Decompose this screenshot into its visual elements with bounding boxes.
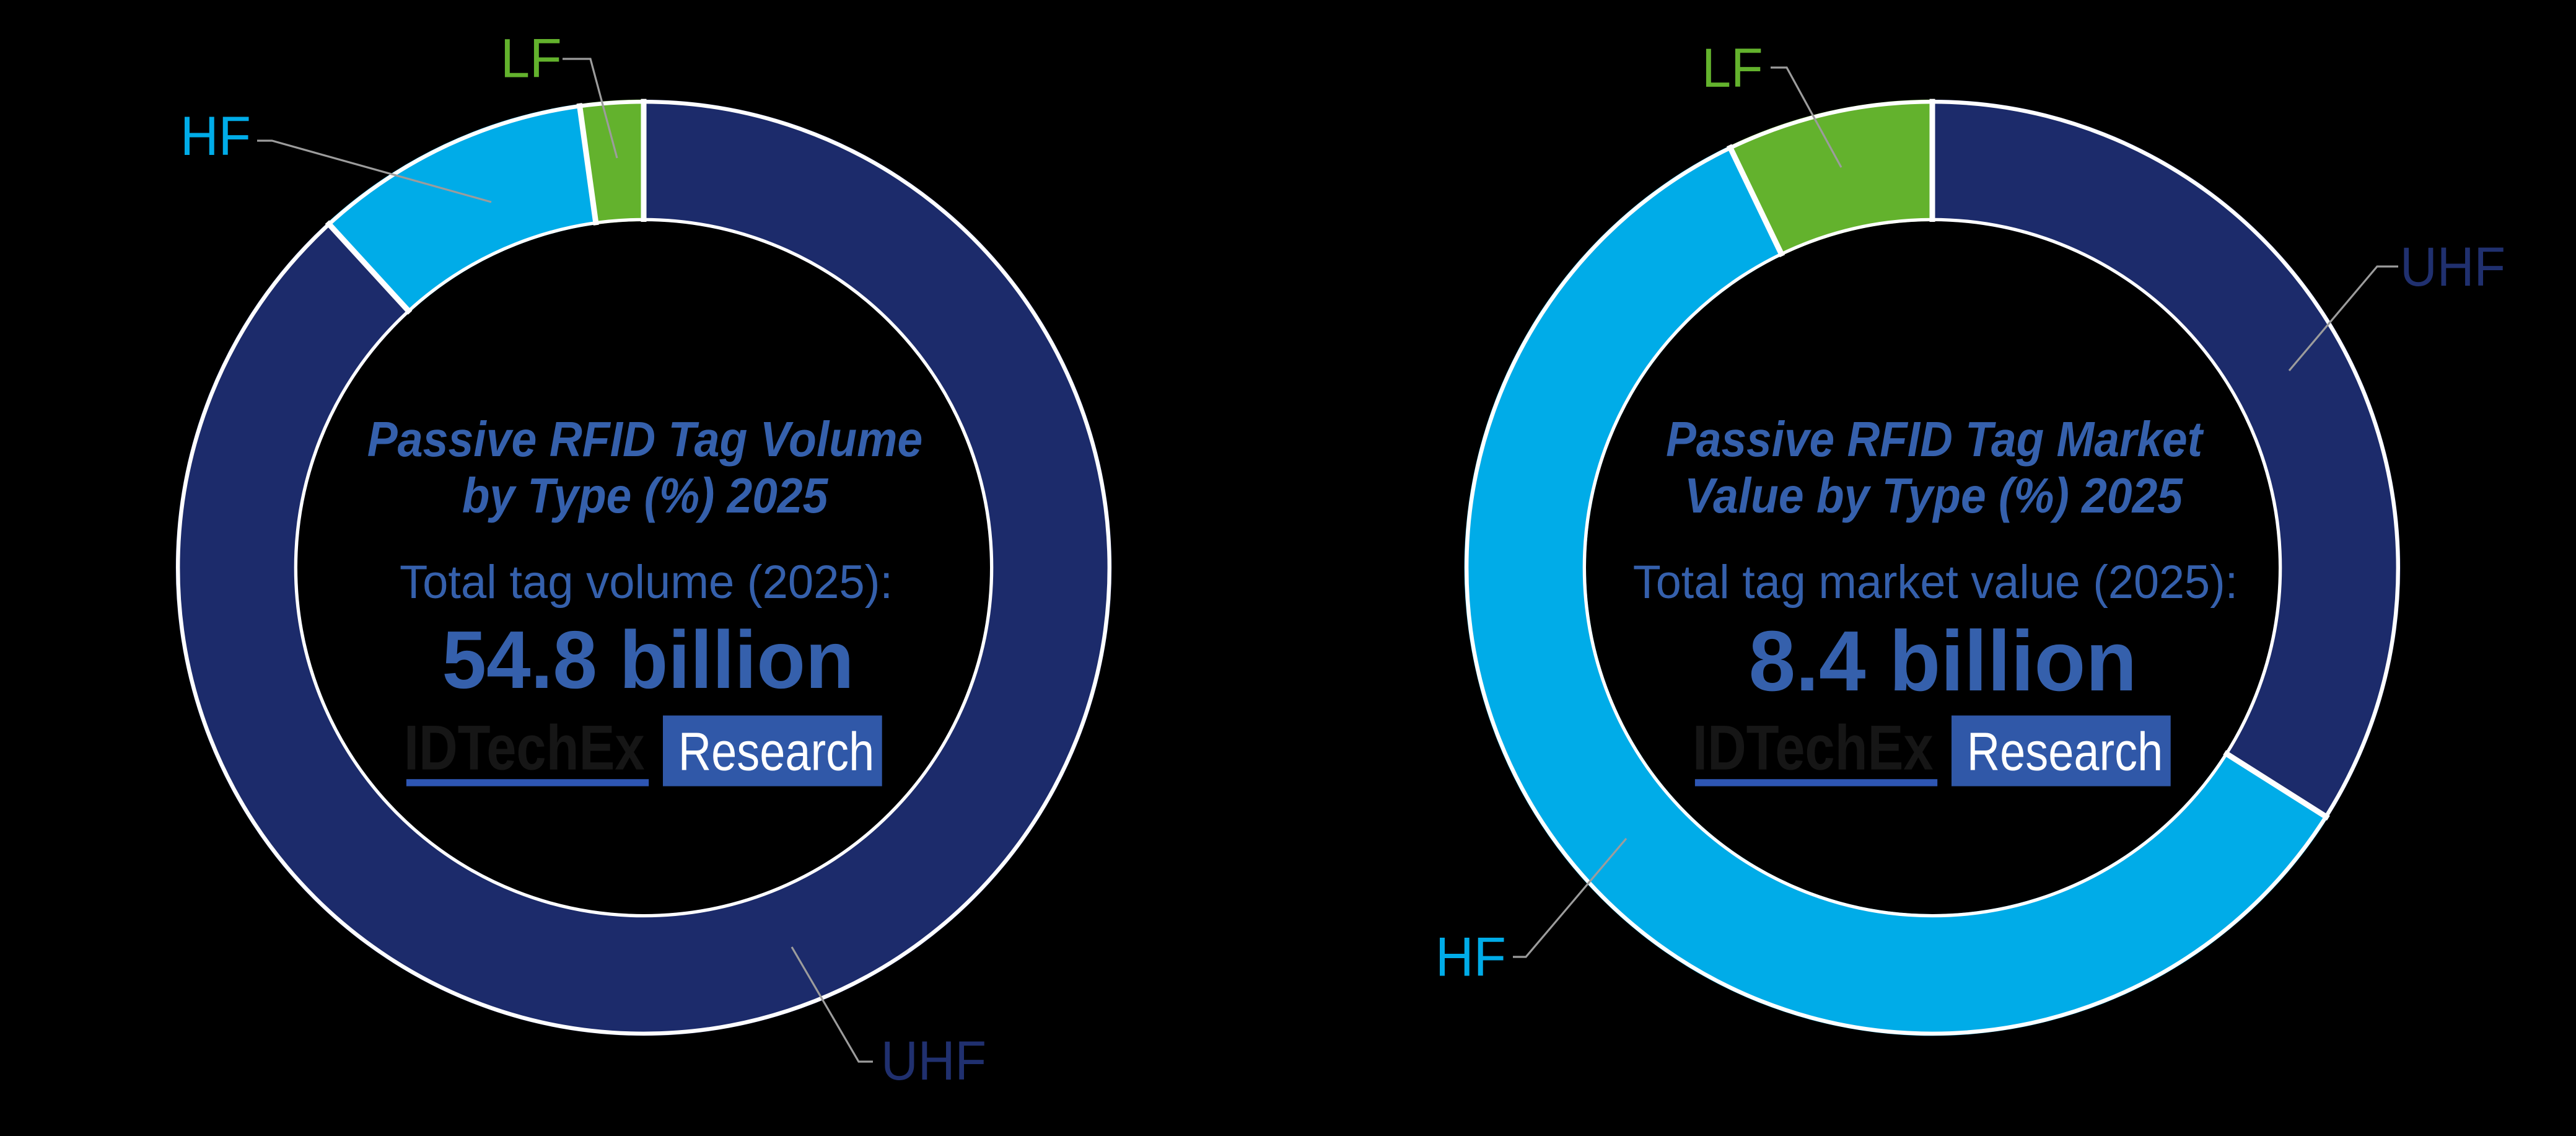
svg-text:Total tag market value (2025):: Total tag market value (2025): [1633,555,2238,608]
svg-text:Total tag volume (2025):: Total tag volume (2025): [400,555,893,608]
svg-text:Value by Type (%) 2025: Value by Type (%) 2025 [1684,469,2183,524]
svg-text:by Type (%) 2025: by Type (%) 2025 [462,469,829,524]
svg-text:UHF: UHF [2400,236,2505,297]
svg-text:Passive RFID Tag Market: Passive RFID Tag Market [1666,412,2204,467]
svg-text:IDTechEx: IDTechEx [1693,713,1934,783]
svg-text:LF: LF [501,28,562,89]
svg-text:8.4 billion: 8.4 billion [1749,614,2137,709]
svg-text:Research: Research [678,722,874,782]
svg-text:LF: LF [1702,37,1763,99]
svg-text:HF: HF [1435,927,1506,988]
svg-text:Research: Research [1967,722,2163,782]
svg-text:IDTechEx: IDTechEx [404,713,645,783]
svg-text:HF: HF [180,105,251,167]
svg-text:54.8 billion: 54.8 billion [442,614,854,706]
svg-text:Passive RFID Tag Volume: Passive RFID Tag Volume [367,412,922,467]
svg-text:UHF: UHF [881,1030,986,1091]
